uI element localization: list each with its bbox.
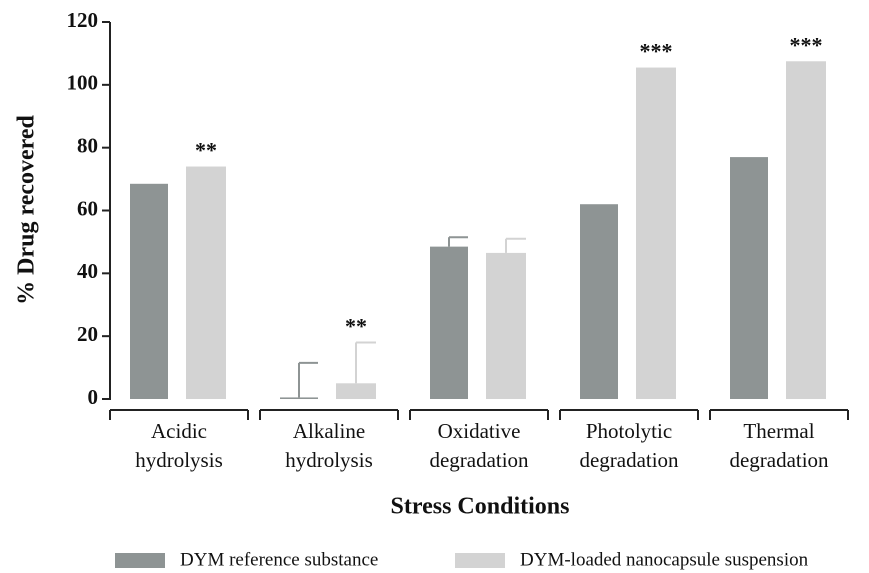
bar xyxy=(636,67,676,399)
x-tick-label: Alkaline hydrolysis xyxy=(285,419,373,472)
y-tick-label: 20 xyxy=(77,322,98,346)
bar xyxy=(486,252,526,399)
y-tick-label: 60 xyxy=(77,196,98,220)
significance-label: *** xyxy=(640,39,673,64)
x-tick-label-line: Thermal xyxy=(743,419,814,443)
significance-label: *** xyxy=(790,32,823,57)
bar xyxy=(430,246,468,399)
x-tick-label: Photolytic degradation xyxy=(579,419,679,472)
x-tick-label-line: degradation xyxy=(429,448,529,472)
legend-swatch xyxy=(455,553,505,568)
legend-label: DYM-loaded nanocapsule suspension xyxy=(520,549,809,570)
bar xyxy=(280,397,318,399)
legend-label: DYM reference substance xyxy=(180,549,378,570)
x-axis-title: Stress Conditions xyxy=(391,494,570,520)
bar xyxy=(186,166,226,399)
x-tick-label-line: Oxidative xyxy=(438,419,521,443)
bar xyxy=(580,204,618,399)
significance-label: ** xyxy=(195,138,217,163)
bar xyxy=(130,183,168,399)
y-tick-label: 120 xyxy=(67,8,99,32)
y-axis-title: % Drug recovered xyxy=(14,114,40,304)
x-tick-label: Thermal degradation xyxy=(729,419,829,472)
x-tick-label-line: degradation xyxy=(579,448,679,472)
y-tick-label: 80 xyxy=(77,133,98,157)
bar xyxy=(786,61,826,399)
x-tick-label-line: hydrolysis xyxy=(285,448,373,472)
legend-swatch xyxy=(115,553,165,568)
x-tick-label: Oxidative degradation xyxy=(429,419,529,472)
x-tick-label-line: hydrolysis xyxy=(135,448,223,472)
significance-label: ** xyxy=(345,313,367,338)
x-tick-label-line: Acidic xyxy=(151,419,207,443)
bar xyxy=(730,157,768,399)
y-tick-label: 100 xyxy=(67,71,99,95)
y-tick-label: 40 xyxy=(77,259,98,283)
x-tick-label-line: degradation xyxy=(729,448,829,472)
bar xyxy=(336,383,376,399)
x-tick-label-line: Photolytic xyxy=(586,419,672,443)
y-tick-label: 0 xyxy=(88,385,99,409)
x-tick-label-line: Alkaline xyxy=(293,419,365,443)
x-tick-label: Acidic hydrolysis xyxy=(135,419,223,472)
